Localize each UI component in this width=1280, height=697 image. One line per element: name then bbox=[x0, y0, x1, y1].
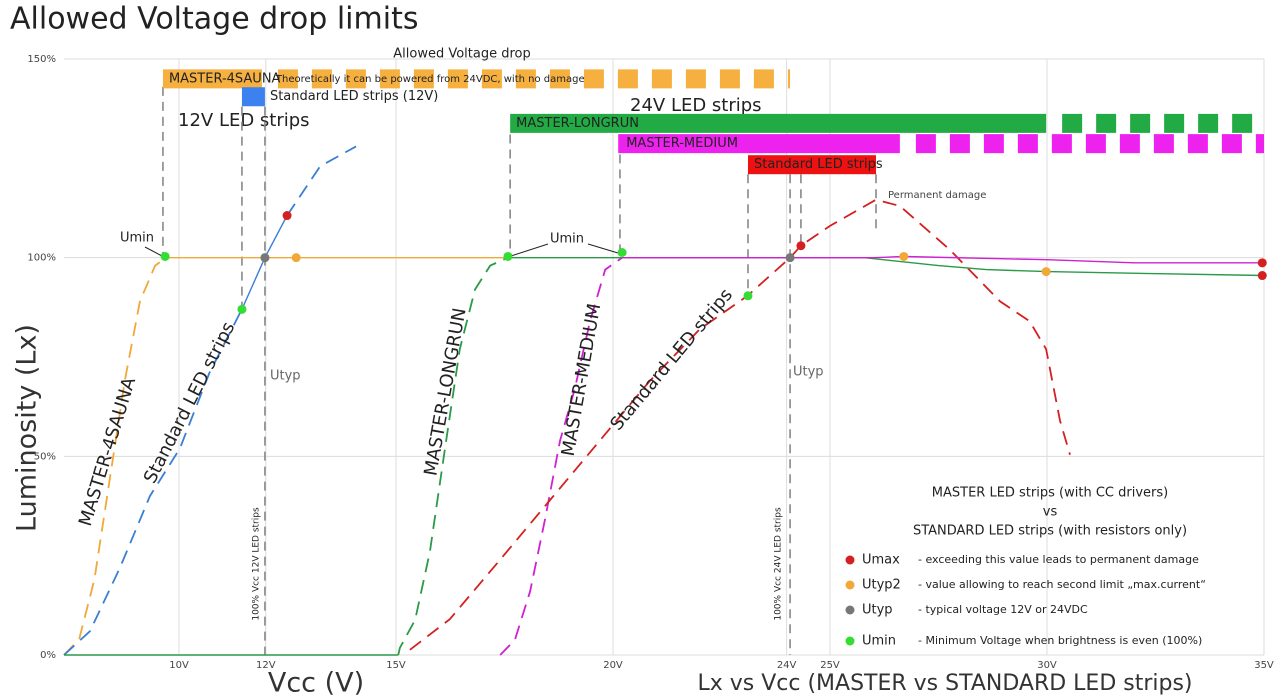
series-line bbox=[409, 198, 1071, 651]
marker bbox=[796, 241, 806, 251]
series-line bbox=[508, 257, 1265, 277]
marker bbox=[503, 251, 513, 261]
legend-description: - exceeding this value leads to permanen… bbox=[918, 553, 1199, 566]
marker bbox=[785, 253, 795, 263]
marker bbox=[617, 248, 627, 258]
x-tick-label: 12V bbox=[256, 660, 276, 671]
pointer bbox=[587, 243, 619, 254]
annotation: Umin bbox=[550, 232, 584, 247]
legend-title: MASTER LED strips (with CC drivers) bbox=[932, 486, 1168, 501]
group-label: 24V LED strips bbox=[630, 95, 762, 116]
y-tick-label: 100% bbox=[27, 253, 56, 264]
x-tick-label: 10V bbox=[169, 660, 189, 671]
range-bar bbox=[162, 69, 262, 89]
legend-name: Utyp2 bbox=[862, 578, 901, 593]
marker bbox=[160, 251, 170, 261]
legend-name: Umax bbox=[862, 553, 900, 568]
legend-swatch bbox=[845, 636, 855, 646]
series-label: MASTER-MEDIUM bbox=[558, 302, 606, 458]
annotation: 100% Vcc 24V LED strips bbox=[774, 507, 784, 621]
range-bar bbox=[510, 113, 1047, 133]
y-tick-label: 150% bbox=[27, 54, 56, 65]
marker bbox=[1257, 271, 1267, 281]
y-tick-label: 0% bbox=[40, 650, 56, 661]
annotation: 100% Vcc 12V LED strips bbox=[252, 507, 262, 621]
range-bar bbox=[618, 134, 900, 154]
marker bbox=[291, 253, 301, 263]
x-tick-label: 25V bbox=[820, 660, 840, 671]
series-line bbox=[63, 308, 243, 656]
y-axis-label: Luminosity (Lx) bbox=[12, 324, 43, 532]
series-line bbox=[499, 256, 623, 656]
range-note: Theoretically it can be powered from 24V… bbox=[275, 74, 585, 85]
legend-swatch bbox=[845, 580, 855, 590]
series-label: Standard LED strips bbox=[140, 319, 240, 487]
range-label: MASTER-4SAUNA bbox=[169, 71, 281, 86]
legend-description: - typical voltage 12V or 24VDC bbox=[918, 603, 1088, 616]
x-tick-label: 24V bbox=[777, 660, 797, 671]
series-label: Standard LED strips bbox=[606, 285, 737, 435]
legend-title: STANDARD LED strips (with resistors only… bbox=[913, 524, 1187, 539]
marker bbox=[1257, 258, 1267, 268]
legend-name: Umin bbox=[862, 634, 896, 649]
x-axis-label: Vcc (V) bbox=[268, 668, 364, 697]
chart-title: Allowed Voltage drop limits bbox=[10, 2, 418, 37]
series-line bbox=[622, 255, 1264, 264]
legend-title: vs bbox=[1043, 505, 1058, 520]
legend-swatch bbox=[845, 555, 855, 565]
legend-name: Utyp bbox=[862, 603, 893, 618]
x-tick-label: 20V bbox=[603, 660, 623, 671]
marker bbox=[743, 291, 753, 301]
caption: Lx vs Vcc (MASTER vs STANDARD LED strips… bbox=[697, 671, 1192, 696]
range-bar bbox=[747, 155, 877, 175]
range-label: Standard LED strips bbox=[754, 157, 883, 172]
range-label: Standard LED strips (12V) bbox=[270, 89, 438, 104]
legend-swatch bbox=[845, 605, 855, 615]
pointer bbox=[510, 243, 549, 257]
series-line bbox=[63, 256, 167, 656]
series-line bbox=[286, 145, 357, 217]
marker bbox=[1041, 267, 1051, 277]
range-label: MASTER-LONGRUN bbox=[516, 116, 639, 131]
annotation: Utyp bbox=[793, 365, 824, 380]
legend-description: - Minimum Voltage when brightness is eve… bbox=[918, 634, 1202, 647]
annotation: Utyp bbox=[270, 369, 301, 384]
marker bbox=[899, 251, 909, 261]
y-tick-label: 50% bbox=[34, 451, 56, 462]
pointer bbox=[144, 246, 163, 257]
marker bbox=[237, 304, 247, 314]
series-label: MASTER-4SAUNA bbox=[75, 374, 140, 528]
annotation: Permanent damage bbox=[888, 190, 986, 201]
x-tick-label: 30V bbox=[1037, 660, 1057, 671]
x-tick-label: 15V bbox=[386, 660, 406, 671]
series-label: MASTER-LONGRUN bbox=[420, 306, 470, 477]
group-label: 12V LED strips bbox=[178, 110, 310, 131]
x-tick-label: 35V bbox=[1254, 660, 1274, 671]
marker bbox=[260, 253, 270, 263]
annotation: Umin bbox=[120, 231, 154, 246]
range-label: MASTER-MEDIUM bbox=[626, 136, 738, 151]
legend-description: - value allowing to reach second limit „… bbox=[918, 578, 1206, 591]
subtitle: Allowed Voltage drop bbox=[393, 47, 531, 62]
range-bar bbox=[241, 87, 265, 107]
marker bbox=[282, 211, 292, 221]
